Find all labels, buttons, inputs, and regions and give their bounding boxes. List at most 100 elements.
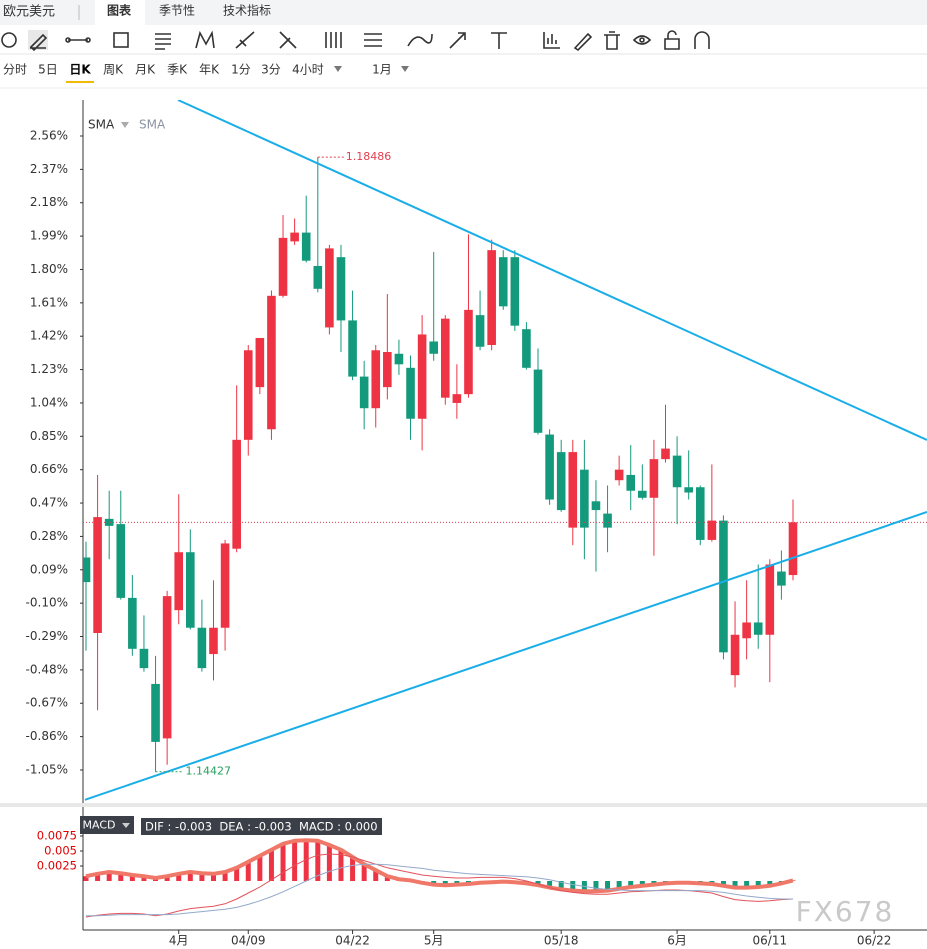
candle-body — [186, 552, 195, 628]
y-tick-label: 1.99% — [30, 229, 68, 243]
symbol: 欧元美元 — [3, 5, 55, 20]
candle-body — [313, 265, 323, 289]
tool-icon[interactable] — [407, 33, 433, 47]
candle-body — [359, 376, 369, 409]
indicator-label[interactable]: SMA — [139, 118, 166, 132]
candle-body — [267, 295, 276, 430]
indicator-label[interactable]: SMA — [88, 118, 115, 132]
trendline[interactable] — [84, 511, 927, 801]
macd-bar — [106, 872, 112, 881]
candle-body — [649, 459, 659, 498]
macd-bar — [593, 881, 599, 892]
candle-body — [139, 648, 149, 669]
candle-body — [753, 622, 763, 635]
active-underline — [66, 81, 94, 83]
period-button[interactable]: 4小时 — [292, 63, 324, 77]
candle-body — [510, 257, 520, 326]
period-button[interactable]: 日K — [69, 63, 91, 77]
candle-body — [243, 350, 253, 440]
tab[interactable]: 季节性 — [159, 4, 195, 18]
y-tick-label: 1.61% — [30, 295, 68, 309]
candle-body — [93, 517, 102, 634]
y-tick-label: -1.05% — [26, 762, 68, 776]
dropdown-arrow[interactable] — [121, 122, 129, 128]
tool-icon[interactable] — [573, 32, 593, 52]
period-button[interactable]: 月K — [135, 63, 156, 77]
y-tick-label: 1.23% — [30, 362, 68, 376]
period-button[interactable]: 年K — [199, 63, 220, 77]
macd-badge[interactable] — [80, 816, 134, 834]
tool-icon[interactable] — [29, 33, 48, 52]
tool-icon[interactable] — [664, 30, 680, 50]
tool-icon[interactable] — [491, 32, 507, 49]
macd-bar — [164, 876, 170, 881]
y-tick-label: 2.18% — [30, 195, 68, 209]
macd-bar — [350, 857, 356, 881]
candle-body — [591, 501, 601, 511]
tool-icon[interactable] — [155, 33, 171, 50]
watermark: FX678 — [796, 895, 895, 928]
macd-bar — [118, 873, 124, 881]
macd-bar — [570, 881, 576, 891]
tool-icon[interactable] — [279, 31, 297, 49]
candle-body — [104, 518, 114, 526]
tool-icon[interactable] — [113, 32, 129, 48]
macd-bar — [605, 881, 611, 891]
candle-body — [614, 469, 624, 481]
y-tick-label: 1.42% — [30, 329, 68, 343]
period-button[interactable]: 1分 — [231, 63, 251, 77]
candle-body — [371, 350, 381, 409]
active-tab-bg — [95, 0, 145, 25]
candle-body — [788, 522, 798, 576]
tool-icon[interactable] — [235, 31, 255, 49]
macd-bar — [292, 840, 298, 881]
candle-body — [568, 452, 578, 528]
dropdown-arrow[interactable] — [122, 823, 130, 828]
y-tick-label: -0.86% — [26, 729, 68, 743]
period-button[interactable]: 分时 — [3, 63, 27, 77]
macd-bar — [303, 840, 309, 881]
tool-icon[interactable] — [449, 32, 466, 49]
tool-icon[interactable] — [195, 30, 215, 49]
period-button[interactable]: 季K — [167, 63, 188, 77]
x-tick-label: 04/09 — [231, 934, 266, 948]
tool-icon[interactable] — [1, 32, 17, 48]
macd-bar — [755, 881, 761, 887]
macd-bar — [187, 872, 193, 881]
range-button[interactable]: 1月 — [372, 63, 392, 77]
period-button[interactable]: 5日 — [38, 63, 58, 77]
candle-body — [209, 627, 218, 655]
macd-bar — [547, 881, 553, 888]
candles — [83, 100, 927, 801]
tool-icon[interactable] — [543, 32, 560, 49]
candle-body — [580, 469, 589, 528]
macd-bar — [535, 881, 541, 886]
macd-line — [86, 863, 793, 917]
trendline[interactable] — [177, 100, 927, 441]
macd-bar — [199, 873, 205, 881]
tab[interactable]: 技术指标 — [223, 3, 271, 18]
candle-body — [278, 237, 288, 296]
tool-icon[interactable] — [364, 33, 382, 47]
tool-icon[interactable] — [632, 35, 652, 45]
high-label: 1.18486 — [346, 150, 392, 163]
tool-icon[interactable] — [325, 32, 342, 48]
macd-bar — [338, 849, 344, 881]
period-button[interactable]: 3分 — [261, 63, 281, 77]
y-tick-label: 1.80% — [30, 262, 68, 276]
candle-body — [672, 455, 682, 488]
tool-icon[interactable] — [65, 37, 91, 43]
tool-icon[interactable] — [694, 31, 710, 49]
macd-bar — [268, 849, 274, 881]
macd-readout: DIF : -0.003 DEA : -0.003 MACD : 0.000 — [145, 820, 378, 834]
dropdown-arrow[interactable] — [334, 66, 409, 72]
candle-body — [290, 232, 299, 242]
period-button[interactable]: 周K — [103, 63, 124, 77]
tab[interactable]: 图表 — [107, 3, 132, 18]
candle-body — [336, 257, 346, 321]
toolbar — [1, 30, 710, 52]
candle-body — [197, 627, 207, 669]
candle-body — [232, 439, 241, 549]
candle-body — [83, 557, 91, 583]
tool-icon[interactable] — [604, 31, 620, 50]
